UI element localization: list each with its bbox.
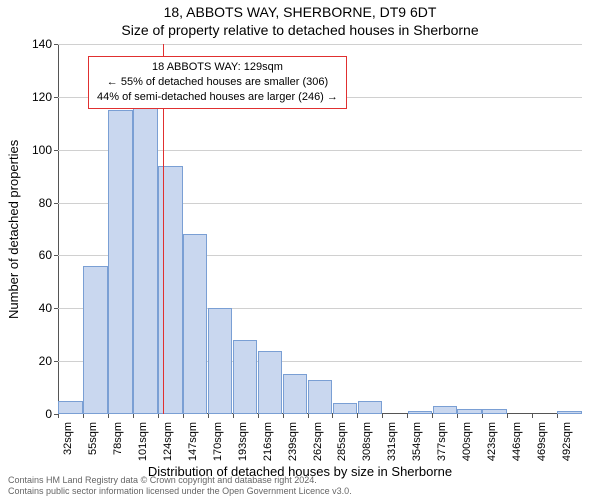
x-tick-label: 216sqm xyxy=(262,422,274,466)
y-tick-mark xyxy=(54,308,58,309)
y-tick-label: 80 xyxy=(12,196,52,210)
y-tick-label: 40 xyxy=(12,301,52,315)
y-tick-mark xyxy=(54,203,58,204)
histogram-bar xyxy=(557,411,581,414)
annotation-line-1: 18 ABBOTS WAY: 129sqm xyxy=(97,60,338,75)
x-tick-mark xyxy=(457,414,458,418)
histogram-bar xyxy=(108,110,132,414)
x-tick-label: 55sqm xyxy=(87,422,99,466)
x-tick-mark xyxy=(382,414,383,418)
histogram-bar xyxy=(83,266,107,414)
histogram-bar xyxy=(208,308,232,414)
x-tick-label: 377sqm xyxy=(436,422,448,466)
histogram-bar xyxy=(433,406,457,414)
histogram-bar xyxy=(283,374,307,414)
x-tick-mark xyxy=(108,414,109,418)
x-tick-label: 285sqm xyxy=(336,422,348,466)
y-axis-label: Number of detached properties xyxy=(6,140,21,319)
x-tick-label: 124sqm xyxy=(162,422,174,466)
x-tick-label: 262sqm xyxy=(312,422,324,466)
x-tick-mark xyxy=(432,414,433,418)
y-tick-label: 0 xyxy=(12,407,52,421)
x-tick-label: 492sqm xyxy=(561,422,573,466)
x-tick-label: 446sqm xyxy=(511,422,523,466)
y-tick-label: 140 xyxy=(12,37,52,51)
histogram-bar xyxy=(158,166,182,414)
x-tick-label: 423sqm xyxy=(486,422,498,466)
y-tick-label: 120 xyxy=(12,90,52,104)
x-tick-label: 354sqm xyxy=(411,422,423,466)
x-tick-label: 32sqm xyxy=(62,422,74,466)
x-tick-mark xyxy=(208,414,209,418)
x-tick-label: 147sqm xyxy=(187,422,199,466)
x-tick-mark xyxy=(482,414,483,418)
y-tick-mark xyxy=(54,44,58,45)
y-tick-mark xyxy=(54,97,58,98)
x-tick-mark xyxy=(532,414,533,418)
gridline xyxy=(58,44,582,45)
x-tick-mark xyxy=(233,414,234,418)
footer-text: Contains HM Land Registry data © Crown c… xyxy=(8,475,352,497)
annotation-line-2: ← 55% of detached houses are smaller (30… xyxy=(97,75,338,90)
x-tick-mark xyxy=(507,414,508,418)
annotation-line-3: 44% of semi-detached houses are larger (… xyxy=(97,90,338,105)
histogram-bar xyxy=(358,401,382,414)
x-tick-label: 400sqm xyxy=(461,422,473,466)
histogram-bar xyxy=(457,409,481,414)
x-tick-mark xyxy=(58,414,59,418)
x-tick-mark xyxy=(557,414,558,418)
x-tick-mark xyxy=(332,414,333,418)
x-tick-mark xyxy=(308,414,309,418)
x-tick-mark xyxy=(283,414,284,418)
histogram-bar xyxy=(258,351,282,414)
x-tick-label: 193sqm xyxy=(237,422,249,466)
x-tick-label: 170sqm xyxy=(212,422,224,466)
histogram-bar xyxy=(308,380,332,414)
y-tick-label: 20 xyxy=(12,354,52,368)
x-tick-mark xyxy=(83,414,84,418)
y-tick-mark xyxy=(54,255,58,256)
x-tick-label: 101sqm xyxy=(137,422,149,466)
histogram-bar xyxy=(133,107,157,414)
x-tick-mark xyxy=(133,414,134,418)
x-tick-label: 331sqm xyxy=(386,422,398,466)
x-tick-label: 78sqm xyxy=(112,422,124,466)
x-tick-label: 469sqm xyxy=(536,422,548,466)
x-tick-label: 239sqm xyxy=(287,422,299,466)
footer-line-1: Contains HM Land Registry data © Crown c… xyxy=(8,475,352,486)
chart-title-2: Size of property relative to detached ho… xyxy=(0,22,600,38)
histogram-bar xyxy=(183,234,207,414)
histogram-bar xyxy=(408,411,432,414)
x-tick-label: 308sqm xyxy=(361,422,373,466)
chart-title-1: 18, ABBOTS WAY, SHERBORNE, DT9 6DT xyxy=(0,4,600,20)
x-tick-mark xyxy=(357,414,358,418)
y-tick-label: 60 xyxy=(12,248,52,262)
y-tick-mark xyxy=(54,361,58,362)
y-tick-mark xyxy=(54,150,58,151)
x-tick-mark xyxy=(158,414,159,418)
histogram-bar xyxy=(482,409,506,414)
footer-line-2: Contains public sector information licen… xyxy=(8,486,352,497)
annotation-box: 18 ABBOTS WAY: 129sqm ← 55% of detached … xyxy=(88,56,347,109)
histogram-bar xyxy=(233,340,257,414)
histogram-bar xyxy=(333,403,357,414)
x-tick-mark xyxy=(183,414,184,418)
y-tick-label: 100 xyxy=(12,143,52,157)
x-tick-mark xyxy=(407,414,408,418)
x-tick-mark xyxy=(258,414,259,418)
histogram-bar xyxy=(58,401,82,414)
y-axis xyxy=(58,44,59,414)
